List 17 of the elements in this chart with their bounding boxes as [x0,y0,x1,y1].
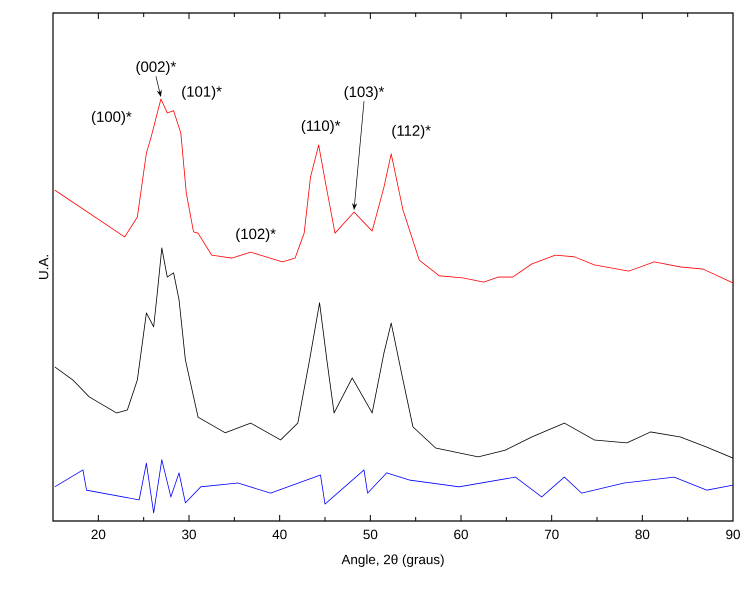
annotation: (002)* [136,61,176,75]
y-axis-title: U.A. [38,255,48,280]
x-tick-label: 90 [726,530,740,540]
x-tick-label: 60 [454,530,468,540]
annotation: (102)* [236,228,276,242]
x-tick-label: 50 [363,530,378,540]
x-tick-label: 30 [182,530,196,540]
annotation: (110)* [302,120,340,134]
annotation: (103)* [344,86,384,100]
annotation: (112)* [392,124,431,139]
x-tick-label: 40 [272,530,287,540]
x-axis-title: Angle, 2θ (graus) [341,554,444,567]
x-tick-label: 80 [635,530,650,540]
x-tick-label: 70 [544,530,559,540]
x-tick-label: 20 [92,530,106,540]
annotation: (100)* [92,111,132,125]
annotation: (101)* [182,86,222,100]
